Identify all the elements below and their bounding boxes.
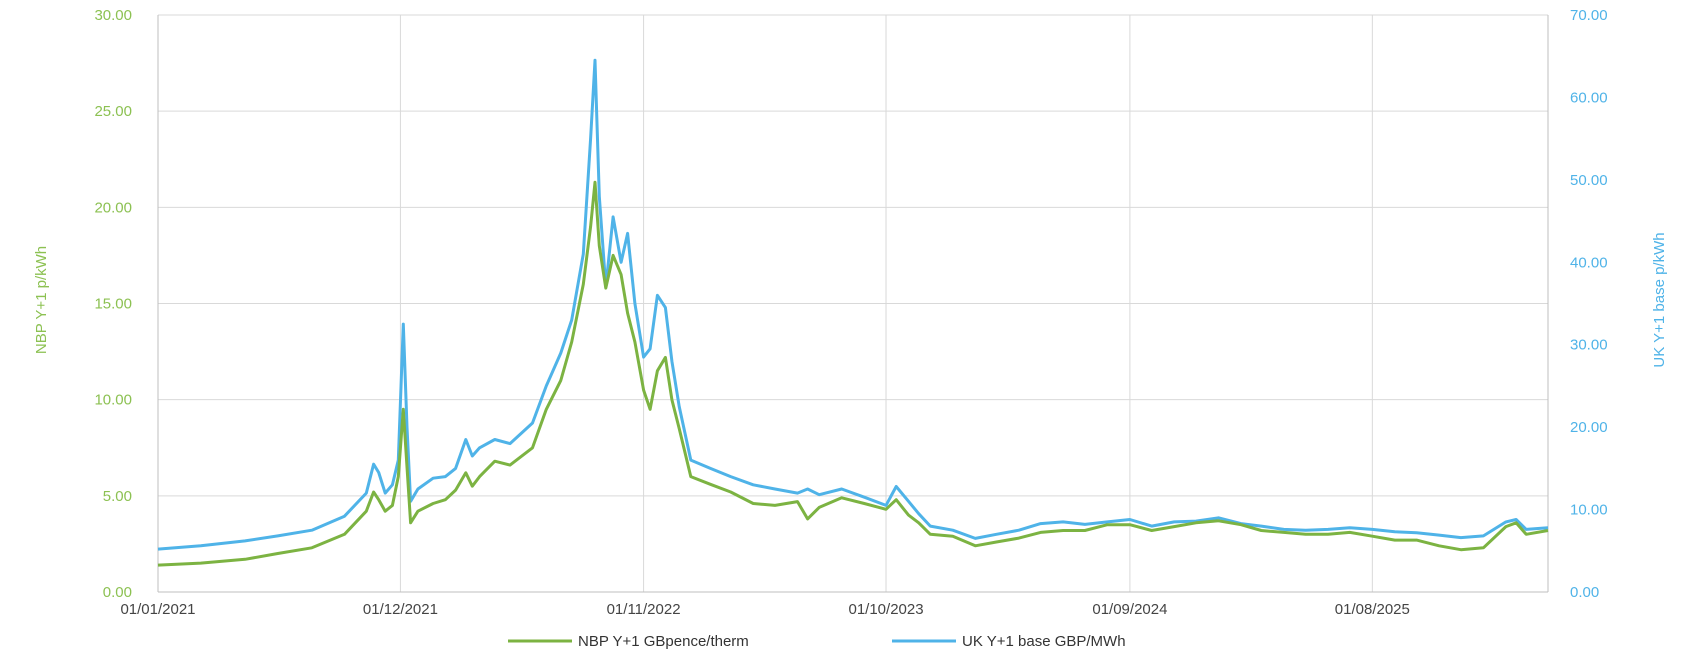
y-left-tick-label: 10.00 <box>94 392 132 409</box>
axes <box>157 15 1549 593</box>
series <box>157 58 1549 567</box>
right-axis-title: UK Y+1 base p/kWh <box>1651 232 1668 367</box>
legend-label-uk: UK Y+1 base GBP/MWh <box>962 633 1126 650</box>
y-left-tick-label: 5.00 <box>103 488 132 505</box>
y-left-tick-label: 20.00 <box>94 199 132 216</box>
x-tick-label: 01/01/2021 <box>120 601 195 618</box>
tick-labels: 0.00 5.00 10.00 15.00 20.00 25.00 30.00 0.00 10.… <box>94 7 1607 618</box>
y-right-tick-label: 70.00 <box>1570 7 1608 24</box>
y-right-tick-label: 20.00 <box>1570 419 1608 436</box>
left-axis-title: NBP Y+1 p/kWh <box>33 246 50 354</box>
series-line-uk <box>157 58 1549 551</box>
y-right-tick-label: 10.00 <box>1570 502 1608 519</box>
y-left-tick-label: 15.00 <box>94 296 132 313</box>
legend: NBP Y+1 GBpence/therm UK Y+1 base GBP/MW… <box>508 633 1126 650</box>
grid <box>157 14 1548 593</box>
y-left-tick-label: 30.00 <box>94 7 132 24</box>
x-tick-label: 01/12/2021 <box>363 601 438 618</box>
y-right-tick-label: 0.00 <box>1570 584 1599 601</box>
y-right-tick-label: 60.00 <box>1570 89 1608 106</box>
y-left-tick-label: 25.00 <box>94 103 132 120</box>
x-tick-label: 01/11/2022 <box>607 601 681 618</box>
x-tick-label: 01/08/2025 <box>1335 601 1410 618</box>
legend-label-nbp: NBP Y+1 GBpence/therm <box>578 633 749 650</box>
y-right-tick-label: 30.00 <box>1570 337 1608 354</box>
y-left-tick-label: 0.00 <box>103 584 132 601</box>
y-right-tick-label: 50.00 <box>1570 172 1608 189</box>
x-tick-label: 01/10/2023 <box>848 601 923 618</box>
y-right-tick-label: 40.00 <box>1570 254 1608 271</box>
x-tick-label: 01/09/2024 <box>1092 601 1167 618</box>
series-line-nbp <box>157 180 1549 567</box>
